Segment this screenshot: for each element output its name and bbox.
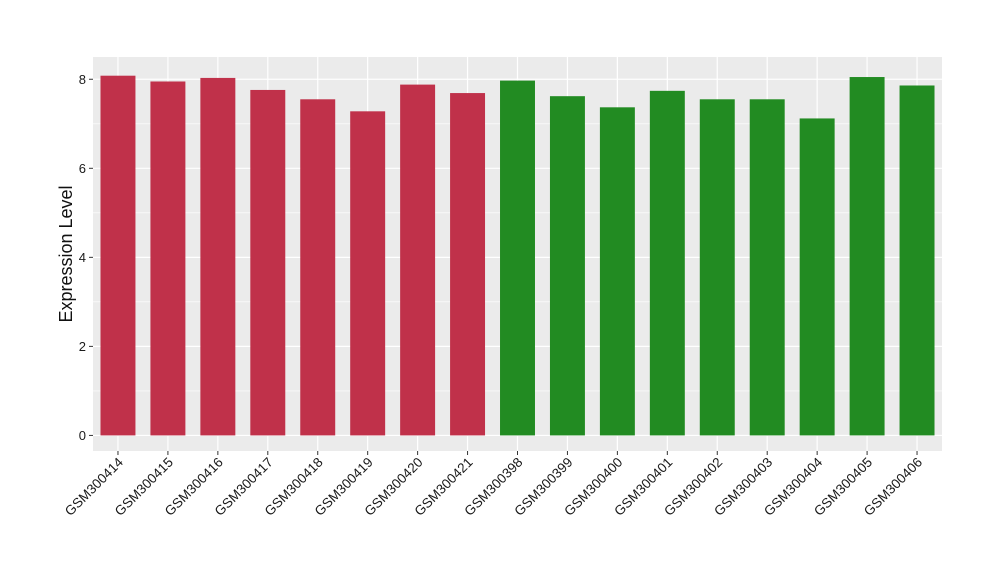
y-tick-label: 6 (79, 161, 86, 176)
bar-GSM300415 (150, 81, 186, 436)
y-tick-label: 2 (79, 339, 86, 354)
bar-GSM300421 (450, 93, 486, 436)
bar-GSM300405 (849, 77, 885, 436)
bar-GSM300402 (699, 99, 735, 436)
bar-GSM300398 (500, 80, 535, 436)
bar-GSM300418 (300, 99, 336, 436)
bar-GSM300417 (250, 89, 286, 436)
bar-GSM300400 (599, 107, 635, 436)
y-tick-label: 8 (79, 72, 86, 87)
y-tick-label: 4 (79, 250, 86, 265)
y-axis-label: Expression Level (56, 185, 76, 322)
x-axis: GSM300414GSM300415GSM300416GSM300417GSM3… (62, 451, 925, 519)
bar-GSM300399 (549, 96, 585, 436)
bar-GSM300416 (200, 77, 236, 436)
bar-GSM300414 (100, 75, 136, 436)
bars-group (100, 75, 935, 436)
y-tick-label: 0 (79, 428, 86, 443)
bar-GSM300419 (350, 111, 386, 436)
bar-GSM300420 (400, 84, 436, 436)
bar-GSM300406 (899, 85, 935, 436)
bar-GSM300401 (649, 90, 685, 436)
bar-GSM300404 (799, 118, 835, 436)
bar-GSM300403 (749, 99, 785, 436)
y-axis: 0 2 4 6 8 (79, 72, 93, 443)
